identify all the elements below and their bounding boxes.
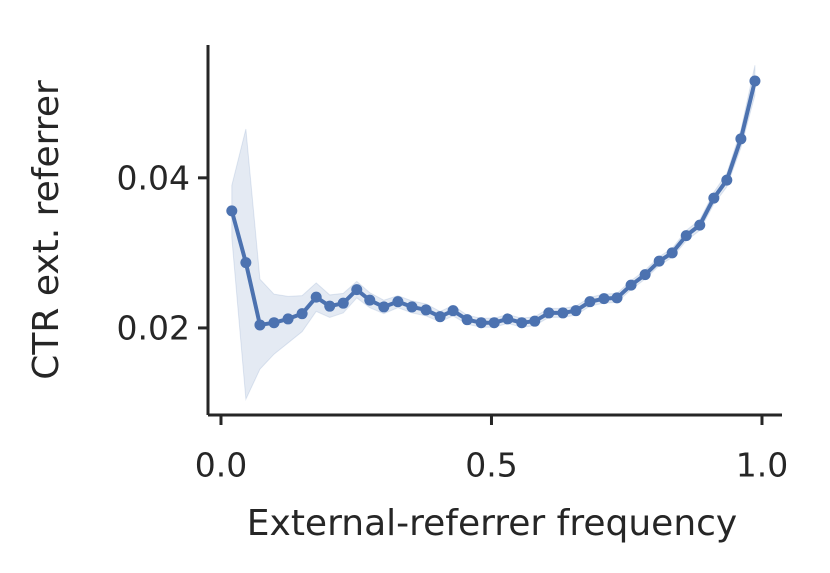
- point: [420, 304, 432, 316]
- point: [240, 257, 252, 269]
- point: [584, 296, 596, 308]
- point: [598, 293, 610, 305]
- point: [447, 305, 459, 317]
- point: [735, 133, 747, 145]
- point: [694, 219, 706, 231]
- point: [543, 307, 555, 319]
- point: [268, 317, 280, 329]
- point: [721, 174, 733, 186]
- point: [392, 296, 404, 308]
- x-axis-label: External-referrer frequency: [247, 503, 737, 544]
- y-axis-label: CTR ext. referrer: [26, 80, 67, 380]
- point: [461, 314, 473, 326]
- point: [666, 247, 678, 259]
- point: [611, 292, 623, 304]
- point: [625, 279, 637, 291]
- point: [226, 205, 238, 217]
- point: [475, 317, 487, 329]
- point: [337, 297, 349, 309]
- point: [296, 308, 308, 320]
- point: [282, 313, 294, 325]
- point: [516, 317, 528, 329]
- point: [310, 291, 322, 303]
- point: [324, 300, 336, 312]
- point: [639, 269, 651, 281]
- point: [364, 294, 376, 306]
- x-tick-label: 0.0: [195, 446, 247, 485]
- point: [653, 255, 665, 267]
- y-tick-label: 0.02: [117, 308, 190, 347]
- point: [351, 284, 363, 296]
- point: [749, 75, 761, 87]
- point: [708, 192, 720, 204]
- point: [529, 315, 541, 327]
- point: [378, 301, 390, 313]
- point: [406, 301, 418, 313]
- x-tick-label: 1.0: [736, 446, 788, 485]
- x-tick-label: 0.5: [465, 446, 517, 485]
- point: [254, 319, 266, 331]
- point: [680, 230, 692, 242]
- point: [557, 307, 569, 319]
- point: [570, 305, 582, 317]
- y-tick-label: 0.04: [117, 158, 190, 197]
- point: [502, 313, 514, 325]
- point: [488, 317, 500, 329]
- confidence-band: [231, 65, 756, 402]
- point: [434, 311, 446, 323]
